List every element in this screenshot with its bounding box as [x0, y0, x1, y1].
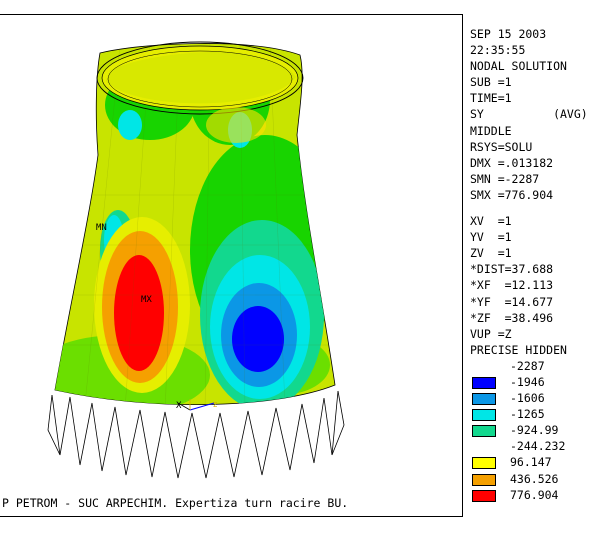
- support-columns: [47, 390, 345, 479]
- legend-swatch: [472, 376, 496, 389]
- legend-row: -1265: [470, 406, 598, 422]
- time-text: 22:35:55: [470, 43, 526, 58]
- legend-row: 776.904: [470, 487, 598, 503]
- legend-min-value: -2287: [510, 358, 545, 373]
- legend-swatch: [472, 409, 496, 422]
- legend-row: -924.99: [470, 422, 598, 438]
- legend-value: 96.147: [510, 455, 552, 470]
- layer-text: MIDDLE: [470, 123, 512, 138]
- legend-row: -1606: [470, 390, 598, 406]
- legend-row: 436.526: [470, 471, 598, 487]
- time-step-text: TIME=1: [470, 91, 512, 106]
- legend-value: -1946: [510, 374, 545, 389]
- max-marker-label: MX: [141, 295, 152, 305]
- dmx-text: DMX =.013182: [470, 155, 554, 170]
- legend-value: -924.99: [510, 423, 559, 438]
- view-zv-text: ZV =1: [470, 246, 512, 261]
- solution-info-panel: SEP 15 2003 22:35:55 NODAL SOLUTION SUB …: [470, 26, 598, 503]
- view-xf-text: *XF =12.113: [470, 278, 554, 293]
- min-marker-label: MN: [96, 223, 107, 233]
- axis-z-label: Z: [213, 401, 217, 409]
- view-dist-text: *DIST=37.688: [470, 262, 554, 277]
- legend-row: -244.232: [470, 438, 598, 454]
- view-yf-text: *YF =14.677: [470, 294, 554, 309]
- cooling-tower-contour-plot: X Z: [47, 41, 345, 479]
- legend-value: -1606: [510, 391, 545, 406]
- legend-swatch: [472, 489, 496, 502]
- view-xv-text: XV =1: [470, 214, 512, 229]
- legend-value: 436.526: [510, 471, 559, 486]
- date-text: SEP 15 2003: [470, 27, 547, 41]
- legend-swatch: [472, 393, 496, 406]
- solution-title: NODAL SOLUTION: [470, 59, 567, 74]
- tower-rim: [96, 41, 304, 115]
- legend-value: -1265: [510, 407, 545, 422]
- legend-value: -244.232: [510, 439, 566, 454]
- view-vup-text: VUP =Z: [470, 326, 512, 341]
- axis-x-label: X: [176, 401, 182, 411]
- smn-text: SMN =-2287: [470, 171, 540, 186]
- legend-swatch: [472, 457, 496, 470]
- axis-triad: X Z: [176, 399, 217, 411]
- result-item-text: SY (AVG): [470, 107, 588, 122]
- model-viewport[interactable]: X Z MN MX P PETROM - SUC ARPECHIM. Exper…: [0, 14, 463, 517]
- legend-row: 96.147: [470, 454, 598, 470]
- legend-min-row: -2287: [470, 358, 598, 374]
- legend-swatch: [472, 473, 496, 486]
- legend-value: 776.904: [510, 487, 559, 502]
- legend-swatch: [472, 425, 496, 438]
- rsys-text: RSYS=SOLU: [470, 139, 533, 154]
- sub-step-text: SUB =1: [470, 75, 512, 90]
- smx-text: SMX =776.904: [470, 187, 554, 202]
- legend-row: -1946: [470, 374, 598, 390]
- view-yv-text: YV =1: [470, 230, 512, 245]
- hidden-mode-text: PRECISE HIDDEN: [470, 342, 567, 357]
- contour-legend: -2287 -1946 -1606 -1265 -924.99 -244.232…: [470, 358, 598, 503]
- plot-caption: P PETROM - SUC ARPECHIM. Expertiza turn …: [2, 496, 349, 510]
- view-zf-text: *ZF =38.496: [470, 310, 554, 325]
